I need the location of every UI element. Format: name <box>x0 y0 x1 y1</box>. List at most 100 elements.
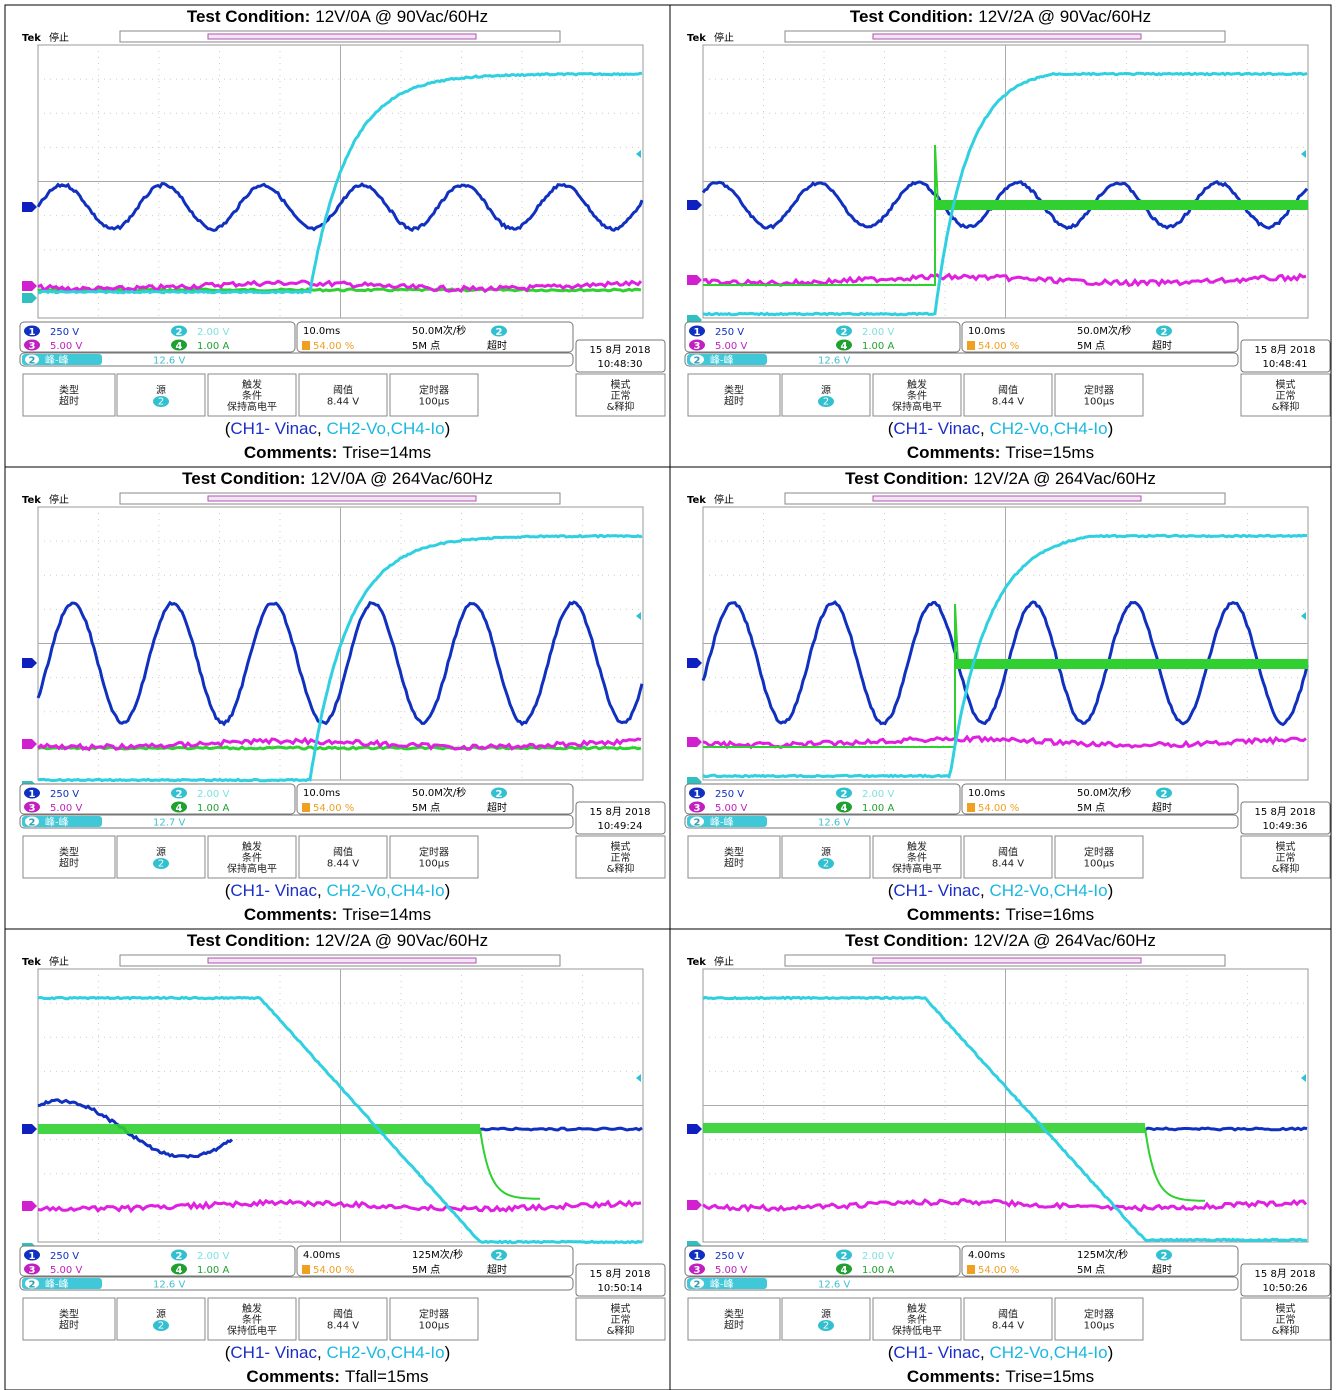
time: 10:50:14 <box>598 1283 643 1294</box>
date: 15 8月 2018 <box>1255 344 1316 356</box>
legend-part: CH2-Vo,CH4-Io <box>989 419 1107 438</box>
comments-label: Comments: <box>907 905 1001 924</box>
menu-text: 触发 <box>907 840 927 853</box>
legend-part: , <box>317 881 326 900</box>
channel-scale: 1.00 A <box>862 803 894 814</box>
state: 停止 <box>714 955 734 968</box>
measure-channel: 2 <box>694 356 701 367</box>
menu-text: 定时器 <box>419 846 449 859</box>
menu-text: 2 <box>823 859 829 870</box>
cell: Test Condition:12V/2A @ 90Vac/60HzTek停止1… <box>5 929 670 1390</box>
trigger-mode: 超时 <box>1152 1263 1172 1276</box>
trigger-mode: 超时 <box>1152 801 1172 814</box>
date: 15 8月 2018 <box>1255 806 1316 818</box>
menu-text: 100μs <box>1084 859 1115 870</box>
menu-text: 类型 <box>59 1308 79 1321</box>
comments-value: Trise=15ms <box>1005 1367 1094 1386</box>
menu-text: 正常 <box>611 851 631 864</box>
menu-text: 超时 <box>59 857 79 870</box>
cell: Test Condition:12V/2A @ 90Vac/60HzTek停止1… <box>670 5 1331 467</box>
record-length: 5M 点 <box>412 340 440 352</box>
comments-value: Trise=15ms <box>1005 443 1094 462</box>
menu-text: 8.44 V <box>327 397 359 408</box>
menu-text: 8.44 V <box>327 859 359 870</box>
channel-scale: 1.00 A <box>197 803 229 814</box>
menu-text: 定时器 <box>419 384 449 397</box>
menu-text: 条件 <box>242 389 262 402</box>
channel-scale: 250 V <box>50 327 79 338</box>
menu-text: 2 <box>158 397 164 408</box>
legend-part: CH1- Vinac <box>230 419 317 438</box>
menu-text: 超时 <box>59 1319 79 1332</box>
trigger-icon <box>302 341 310 350</box>
menu-text: 条件 <box>242 1313 262 1326</box>
comments-value: Trise=16ms <box>1005 905 1094 924</box>
menu-text: 触发 <box>242 1302 262 1315</box>
legend-part: , <box>980 419 989 438</box>
menu-text: 阈值 <box>998 846 1018 859</box>
trigger-icon <box>302 803 310 812</box>
measure-panel <box>20 353 573 366</box>
trigger-channel: 2 <box>496 327 503 338</box>
channel-number: 3 <box>694 1265 701 1276</box>
menu-text: 100μs <box>419 397 450 408</box>
menu-text: 超时 <box>724 857 744 870</box>
menu-text: 触发 <box>242 378 262 391</box>
measure-label: 峰-峰 <box>710 1279 734 1291</box>
sample-rate: 50.0M次/秒 <box>412 324 466 337</box>
ch1-trace <box>480 1128 642 1130</box>
measure-label: 峰-峰 <box>710 817 734 829</box>
menu-text: 8.44 V <box>992 1321 1024 1332</box>
channel-number: 3 <box>29 803 36 814</box>
sample-rate: 50.0M次/秒 <box>412 786 466 799</box>
menu-text: 超时 <box>59 395 79 408</box>
record-window <box>208 958 476 963</box>
trigger-level: 54.00 % <box>313 803 354 814</box>
legend-part: ) <box>445 1343 451 1362</box>
channel-number: 2 <box>841 327 848 338</box>
menu-text: 100μs <box>419 1321 450 1332</box>
condition-value: 12V/2A @ 264Vac/60Hz <box>974 469 1156 488</box>
trigger-level: 54.00 % <box>978 1265 1019 1276</box>
ground-marker <box>22 202 37 212</box>
menu-text: 条件 <box>242 851 262 864</box>
menu-text: 阈值 <box>333 384 353 397</box>
channel-number: 4 <box>176 803 183 814</box>
menu-text: 阈值 <box>333 1308 353 1321</box>
trigger-channel: 2 <box>1161 789 1168 800</box>
menu-text: 正常 <box>611 389 631 402</box>
menu-text: 定时器 <box>419 1308 449 1321</box>
sample-rate: 50.0M次/秒 <box>1077 786 1131 799</box>
menu-text: &释抑 <box>607 1324 635 1337</box>
measure-channel: 2 <box>694 818 701 829</box>
condition-value: 12V/2A @ 264Vac/60Hz <box>974 931 1156 950</box>
condition-value: 12V/0A @ 90Vac/60Hz <box>315 7 488 26</box>
legend-part: CH1- Vinac <box>230 881 317 900</box>
time: 10:48:41 <box>1263 359 1308 370</box>
channel-number: 2 <box>841 789 848 800</box>
comments-label: Comments: <box>907 443 1001 462</box>
channel-scale: 1.00 A <box>862 341 894 352</box>
condition-label: Test Condition: <box>850 7 973 26</box>
channel-scale: 1.00 A <box>197 341 229 352</box>
menu-text: 源 <box>156 846 166 859</box>
record-window <box>208 34 476 39</box>
condition-value: 12V/2A @ 90Vac/60Hz <box>315 931 488 950</box>
time: 10:50:26 <box>1263 1283 1308 1294</box>
brand: Tek <box>22 957 41 968</box>
menu-text: 源 <box>156 384 166 397</box>
condition: Test Condition:12V/0A @ 264Vac/60Hz <box>182 469 493 488</box>
sample-rate: 50.0M次/秒 <box>1077 324 1131 337</box>
comments-label: Comments: <box>244 905 338 924</box>
condition-label: Test Condition: <box>187 7 310 26</box>
measure-panel <box>685 1277 1238 1290</box>
timebase: 10.0ms <box>968 788 1005 799</box>
menu-text: 保持高电平 <box>892 400 942 413</box>
timebase: 10.0ms <box>303 788 340 799</box>
ground-marker <box>22 658 37 668</box>
condition-label: Test Condition: <box>187 931 310 950</box>
trigger-channel: 2 <box>496 789 503 800</box>
brand: Tek <box>687 495 706 506</box>
menu-text: 条件 <box>907 389 927 402</box>
channel-scale: 2.00 V <box>197 327 229 338</box>
